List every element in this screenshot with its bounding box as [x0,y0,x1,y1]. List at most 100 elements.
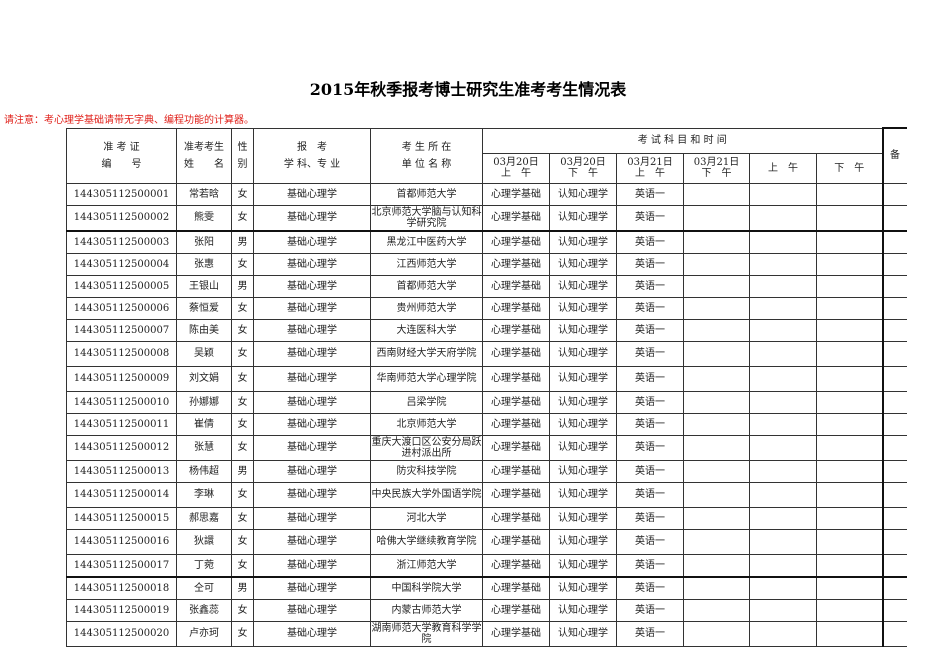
cell-unit: 贵州师范大学 [370,296,483,320]
header-name: 准考考生姓 名 [176,127,232,184]
cell-major: 基础心理学 [253,182,371,206]
cell-s3: 英语一 [616,274,684,298]
cell-s2: 认知心理学 [549,230,617,254]
cell-empty [816,434,884,461]
cell-empty [683,318,750,342]
table-row: 144305112500006 蔡恒爱女基础心理学 贵州师范大学 心理学基础 认知心理学… [66,296,907,320]
cell-major: 基础心理学 [253,553,371,578]
cell-s2: 认知心理学 [549,528,617,555]
cell-s2: 认知心理学 [549,390,617,414]
cell-s2: 认知心理学 [549,506,617,530]
cell-empty [816,318,884,342]
cell-note [882,296,907,320]
cell-s2: 认知心理学 [549,553,617,578]
cell-gender: 女 [231,412,254,436]
cell-empty [749,252,817,276]
cell-major: 基础心理学 [253,412,371,436]
cell-major: 基础心理学 [253,390,371,414]
cell-note [882,434,907,461]
cell-major: 基础心理学 [253,274,371,298]
cell-s1: 心理学基础 [482,274,550,298]
table-row: 144305112500020 卢亦珂女基础心理学 湖南师范大学教育科学学院 心理学基… [66,620,907,647]
cell-major: 基础心理学 [253,230,371,254]
cell-s1: 心理学基础 [482,576,550,600]
cell-major: 基础心理学 [253,296,371,320]
cell-empty [816,340,884,367]
cell-gender: 女 [231,528,254,555]
table-row: 144305112500001 常若晗女基础心理学 首都师范大学 心理学基础 认知心理学… [66,182,907,206]
header-gender: 性别 [231,127,254,184]
cell-s3: 英语一 [616,434,684,461]
cell-empty [683,230,750,254]
cell-gender: 女 [231,553,254,578]
cell-s1: 心理学基础 [482,620,550,647]
cell-s2: 认知心理学 [549,340,617,367]
cell-empty [683,412,750,436]
cell-empty [749,340,817,367]
cell-gender: 女 [231,318,254,342]
cell-s3: 英语一 [616,620,684,647]
cell-id: 144305112500015 [66,506,177,530]
cell-s1: 心理学基础 [482,434,550,461]
cell-s1: 心理学基础 [482,252,550,276]
cell-name: 丁菀 [176,553,232,578]
cell-s3: 英语一 [616,459,684,483]
cell-id: 144305112500007 [66,318,177,342]
cell-id: 144305112500006 [66,296,177,320]
cell-empty [749,459,817,483]
cell-unit: 吕梁学院 [370,390,483,414]
header-session: 上 午 [749,152,817,184]
cell-major: 基础心理学 [253,481,371,508]
cell-empty [749,182,817,206]
cell-empty [683,620,750,647]
cell-unit: 中央民族大学外国语学院 [370,481,483,508]
cell-s2: 认知心理学 [549,459,617,483]
cell-s3: 英语一 [616,204,684,232]
table-row: 144305112500012 张慧女基础心理学 重庆大渡口区公安分局跃进村派出所心… [66,434,907,461]
cell-gender: 男 [231,576,254,600]
cell-s3: 英语一 [616,230,684,254]
session-period: 下 午 [701,168,732,179]
cell-s2: 认知心理学 [549,296,617,320]
cell-empty [816,412,884,436]
cell-id: 144305112500005 [66,274,177,298]
session-period: 上 午 [635,168,665,179]
cell-unit: 黑龙江中医药大学 [370,230,483,254]
cell-empty [816,296,884,320]
cell-empty [816,459,884,483]
cell-name: 蔡恒爱 [176,296,232,320]
cell-empty [816,481,884,508]
cell-unit: 重庆大渡口区公安分局跃进村派出所 [370,434,483,461]
cell-empty [816,365,884,392]
cell-name: 张惠 [176,252,232,276]
header-note: 备 [882,127,907,184]
cell-empty [749,365,817,392]
session-period: 上 午 [768,162,798,174]
cell-unit: 河北大学 [370,506,483,530]
cell-unit: 华南师范大学心理学院 [370,365,483,392]
cell-major: 基础心理学 [253,459,371,483]
cell-note [882,182,907,206]
cell-note [882,576,907,600]
cell-empty [816,506,884,530]
cell-empty [683,506,750,530]
cell-s1: 心理学基础 [482,340,550,367]
cell-major: 基础心理学 [253,318,371,342]
cell-name: 李琳 [176,481,232,508]
cell-major: 基础心理学 [253,434,371,461]
header-session: 03月20日上 午 [482,152,550,184]
cell-note [882,252,907,276]
cell-unit: 内蒙古师范大学 [370,598,483,622]
cell-s1: 心理学基础 [482,204,550,232]
cell-name: 陈由美 [176,318,232,342]
header-exam-group: 考 试 科 目 和 时 间 [482,127,884,154]
cell-gender: 女 [231,340,254,367]
cell-empty [816,576,884,600]
cell-name: 张慧 [176,434,232,461]
cell-name: 崔倩 [176,412,232,436]
table-row: 144305112500005 王银山男基础心理学 首都师范大学 心理学基础 认知心理学… [66,274,907,298]
cell-empty [683,296,750,320]
cell-major: 基础心理学 [253,528,371,555]
cell-major: 基础心理学 [253,204,371,232]
cell-empty [683,365,750,392]
